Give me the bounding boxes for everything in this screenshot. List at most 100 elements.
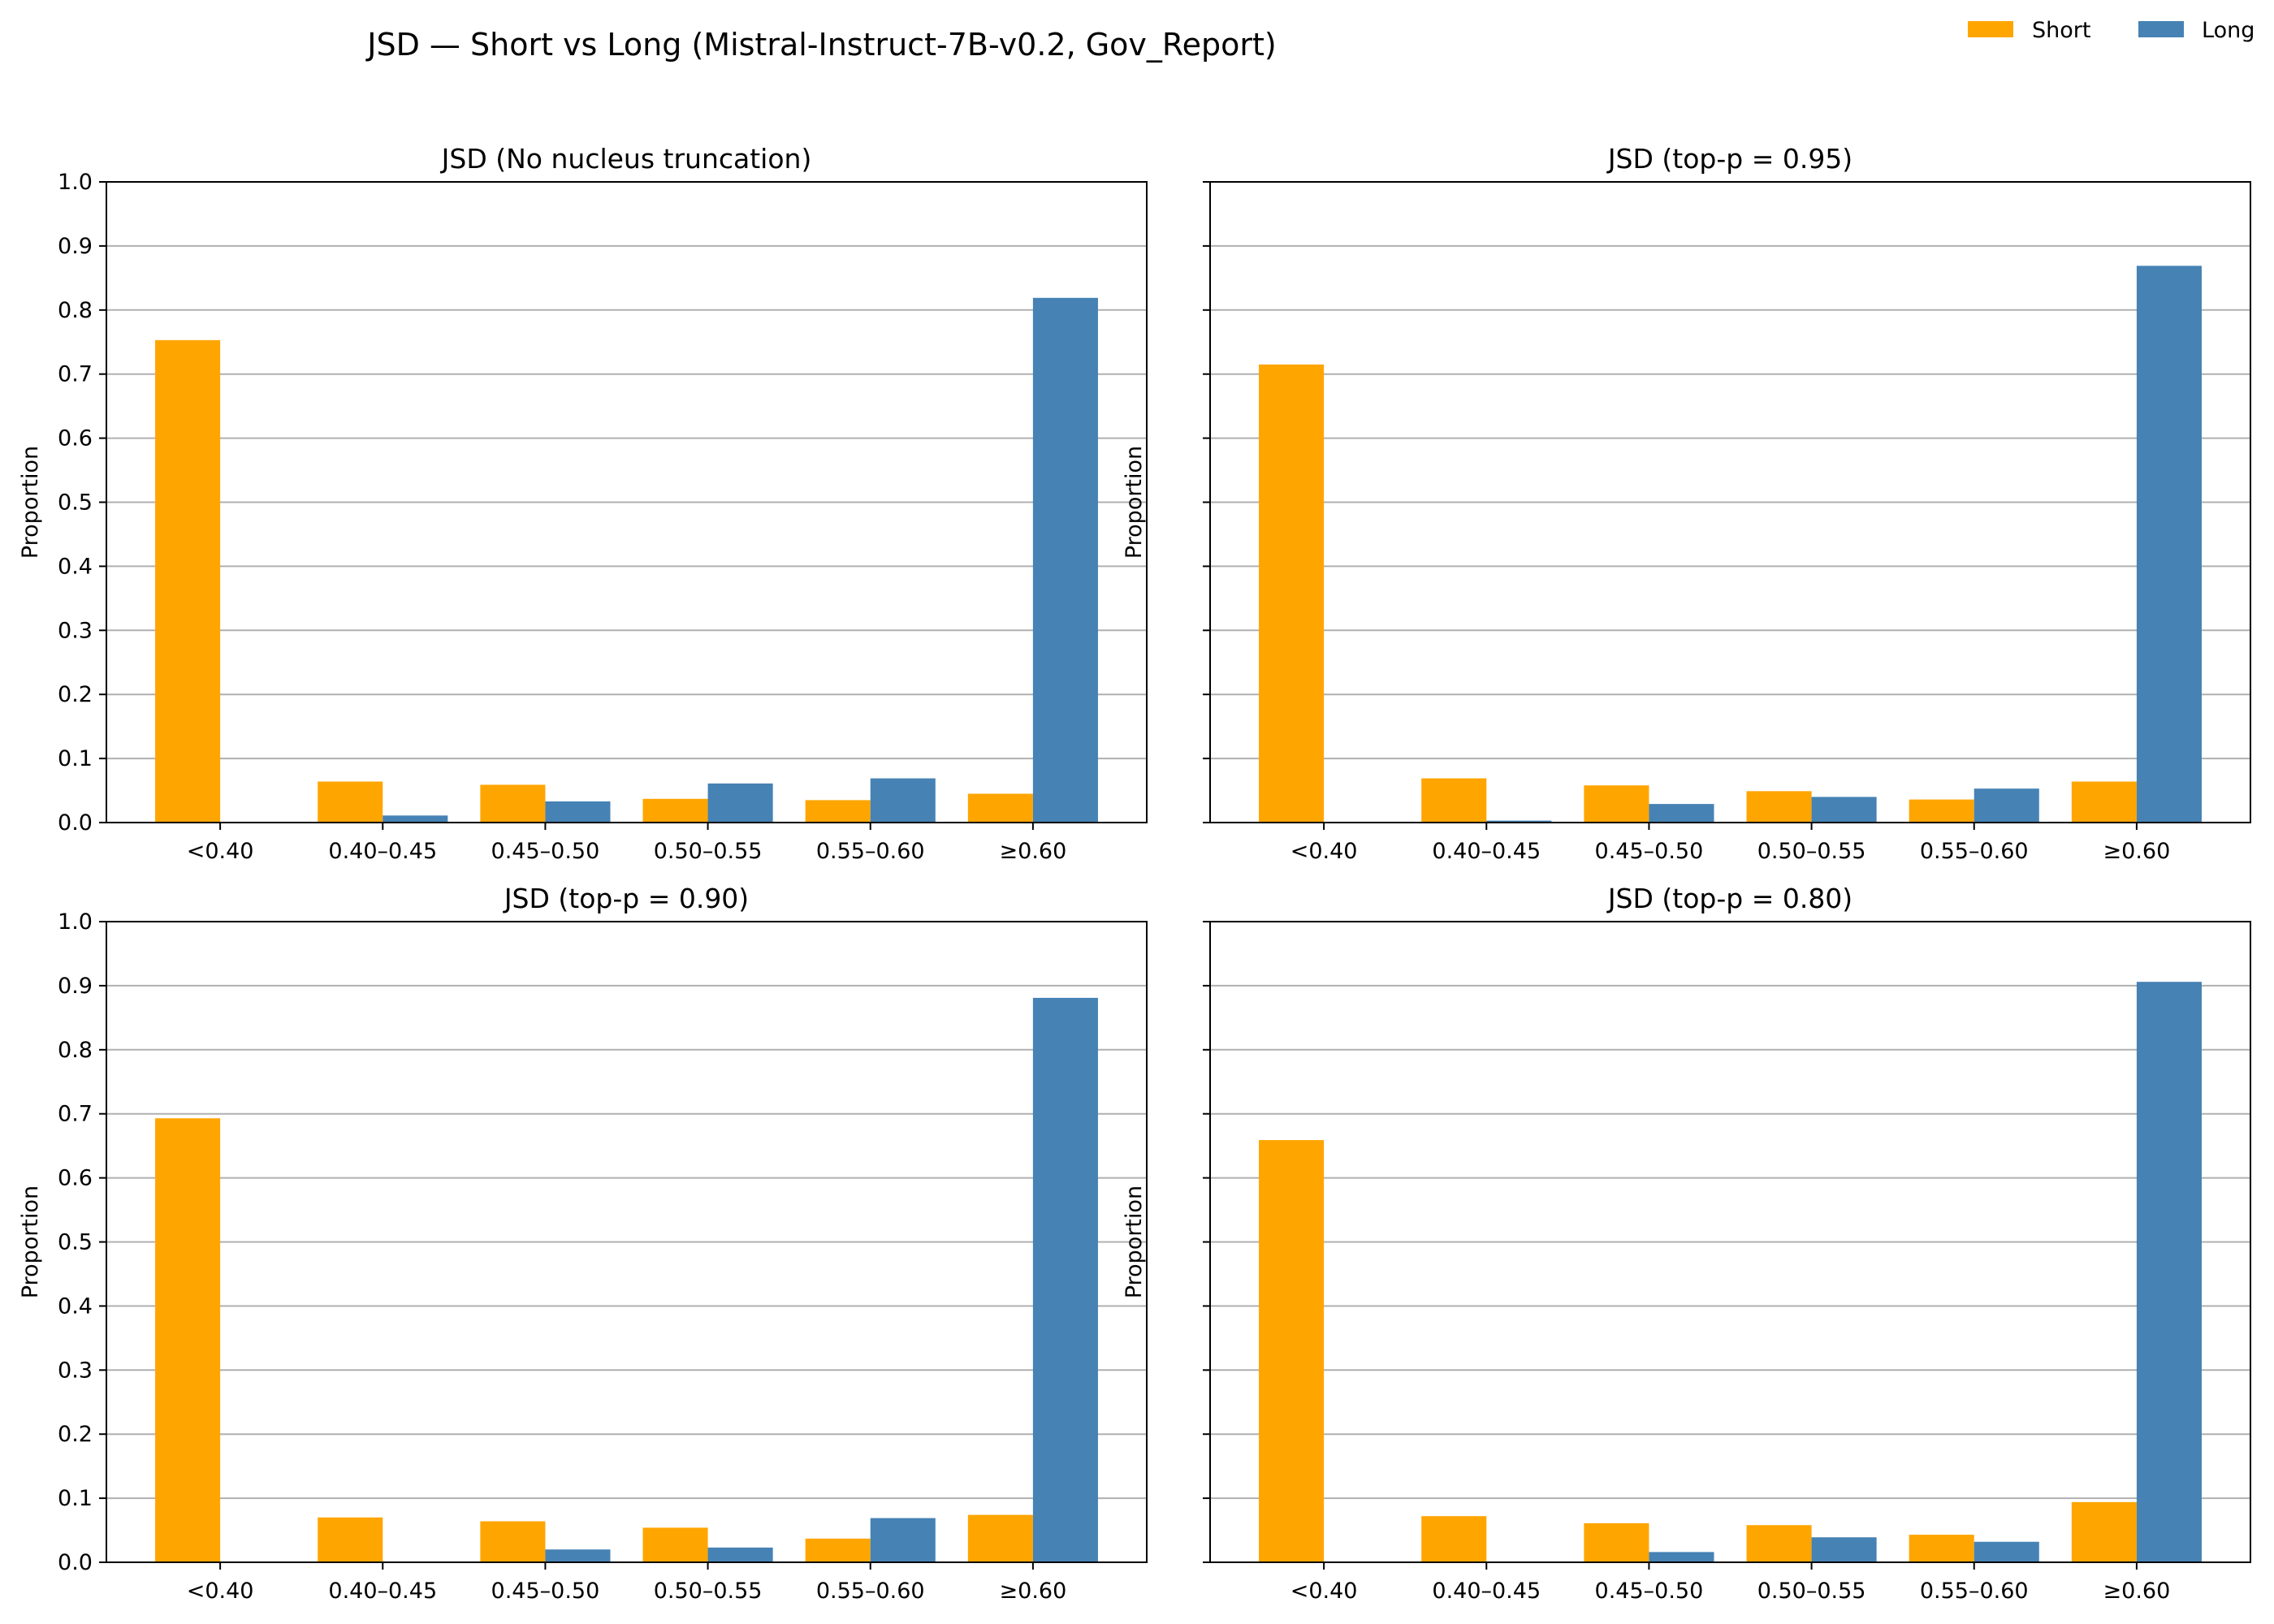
y-axis-label: Proportion (1122, 1186, 1147, 1298)
y-tick-label: 0.2 (58, 1422, 93, 1447)
y-tick-label: 0.3 (58, 1358, 93, 1383)
panel-title: JSD (top-p = 0.95) (1606, 143, 1852, 175)
x-tick-label: 0.50–0.55 (1757, 1579, 1866, 1604)
bar-long-5 (1974, 788, 2039, 823)
y-tick-label: 0.5 (58, 1230, 93, 1255)
y-tick-label: 0.7 (58, 1102, 93, 1127)
bar-short-6 (2071, 781, 2137, 823)
bar-long-2 (1486, 820, 1552, 823)
legend-label-short: Short (2032, 18, 2090, 43)
plot-frame (106, 181, 1148, 823)
x-tick-label: <0.40 (1290, 1579, 1358, 1604)
bar-short-6 (967, 1514, 1033, 1562)
bar-short-6 (967, 793, 1033, 823)
bar-long-2 (383, 815, 448, 823)
bar-short-5 (1909, 1535, 1974, 1562)
y-tick-label: 0.7 (58, 362, 93, 387)
bar-long-4 (707, 1547, 773, 1562)
y-tick-label: 0.6 (58, 426, 93, 451)
bar-short-1 (1259, 364, 1325, 823)
subplot-4: <0.40 0.40–0.45 0.45–0.50 0.50–0.55 0.55–0.6… (1122, 883, 2251, 1604)
bar-long-3 (1649, 1552, 1714, 1562)
y-tick-label: 0.1 (58, 1486, 93, 1511)
y-tick-label: 1.0 (58, 909, 93, 935)
y-axis-label: Proportion (18, 446, 43, 559)
bar-short-4 (642, 1527, 708, 1562)
x-tick-label: 0.40–0.45 (328, 839, 437, 864)
x-tick-label: <0.40 (187, 839, 254, 864)
y-tick-label: 0.3 (58, 618, 93, 643)
bar-short-4 (642, 798, 708, 823)
bar-short-5 (805, 800, 871, 823)
y-tick-label: 0.9 (58, 234, 93, 259)
bar-short-3 (1584, 1522, 1649, 1562)
y-axis-label: Proportion (1122, 446, 1147, 559)
bar-short-1 (155, 339, 221, 823)
y-tick-label: 0.6 (58, 1166, 93, 1191)
bar-long-6 (2136, 266, 2202, 823)
bar-long-4 (1811, 1537, 1877, 1562)
bar-short-3 (480, 1521, 546, 1562)
bar-short-4 (1746, 791, 1812, 823)
bar-long-3 (545, 1549, 611, 1562)
x-tick-label: 0.50–0.55 (654, 839, 763, 864)
bar-short-2 (1421, 1516, 1487, 1562)
bar-long-5 (870, 778, 936, 823)
x-tick-label: 0.45–0.50 (1595, 1579, 1704, 1604)
y-tick-label: 0.8 (58, 1038, 93, 1063)
bar-long-5 (1974, 1541, 2039, 1562)
x-tick-label: 0.55–0.60 (816, 1579, 925, 1604)
plot-frame (1209, 921, 2251, 1563)
x-tick-label: 0.40–0.45 (1432, 1579, 1541, 1604)
legend-label-long: Long (2202, 18, 2255, 43)
bar-short-2 (318, 1517, 383, 1562)
bar-long-4 (707, 783, 773, 823)
bar-short-3 (1584, 785, 1649, 823)
bar-long-3 (1649, 804, 1714, 823)
x-tick-label: 0.55–0.60 (1920, 1579, 2029, 1604)
y-tick-label: 0.4 (58, 554, 93, 579)
plot-frame (1209, 181, 2251, 823)
x-tick-label: <0.40 (187, 1579, 254, 1604)
panel-title: JSD (top-p = 0.80) (1606, 883, 1852, 914)
x-tick-label: ≥0.60 (1000, 839, 1067, 864)
bar-short-6 (2071, 1501, 2137, 1562)
bar-long-6 (1032, 997, 1098, 1562)
subplot-2: <0.40 0.40–0.45 0.45–0.50 0.50–0.55 0.55–0.6… (1122, 143, 2251, 864)
x-tick-label: 0.40–0.45 (328, 1579, 437, 1604)
bar-short-3 (480, 784, 546, 823)
bar-long-3 (545, 801, 611, 823)
y-tick-label: 0.5 (58, 490, 93, 516)
y-tick-label: 0.0 (58, 1550, 93, 1575)
bar-long-6 (1032, 297, 1098, 823)
bar-short-4 (1746, 1525, 1812, 1562)
x-tick-label: ≥0.60 (1000, 1579, 1067, 1604)
y-tick-label: 0.0 (58, 810, 93, 836)
y-tick-label: 0.1 (58, 746, 93, 771)
x-tick-label: ≥0.60 (2103, 839, 2171, 864)
bar-short-1 (1259, 1140, 1325, 1562)
subplot-grid: 0.0 0.1 0.2 0.3 0.4 0.5 0.6 0.7 0.8 0.9 1.0 <0.40 0.… (18, 143, 2251, 1604)
x-tick-label: 0.55–0.60 (1920, 839, 2029, 864)
y-tick-label: 0.9 (58, 974, 93, 999)
legend-swatch-short (1968, 21, 2013, 37)
x-tick-label: 0.45–0.50 (491, 839, 600, 864)
x-tick-label: 0.45–0.50 (1595, 839, 1704, 864)
bar-short-2 (318, 781, 383, 823)
bar-long-4 (1811, 797, 1877, 823)
x-tick-label: 0.50–0.55 (1757, 839, 1866, 864)
x-tick-label: ≥0.60 (2103, 1579, 2171, 1604)
x-tick-label: 0.40–0.45 (1432, 839, 1541, 864)
figure-title: JSD — Short vs Long (Mistral-Instruct-7B… (365, 27, 1276, 63)
legend: Short Long (1968, 18, 2255, 43)
panel-title: JSD (No nucleus truncation) (440, 143, 812, 175)
legend-swatch-long (2138, 21, 2184, 37)
bar-long-6 (2136, 982, 2202, 1562)
x-tick-label: 0.55–0.60 (816, 839, 925, 864)
bar-short-5 (805, 1538, 871, 1562)
x-tick-label: 0.45–0.50 (491, 1579, 600, 1604)
x-tick-label: 0.50–0.55 (654, 1579, 763, 1604)
y-axis-label: Proportion (18, 1186, 43, 1298)
